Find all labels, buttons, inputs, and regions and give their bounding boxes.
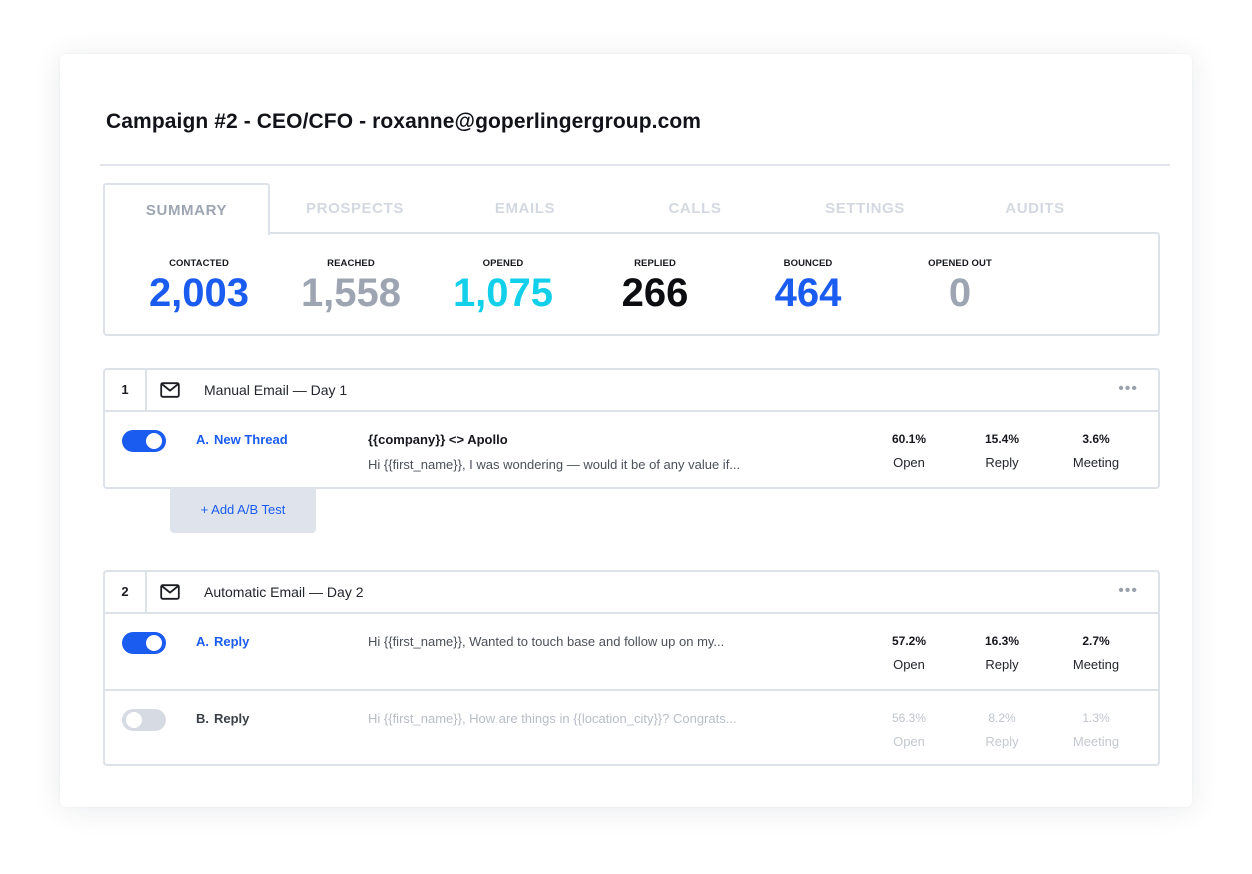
stat-opened-out: OPENED OUT 0 bbox=[900, 258, 1020, 315]
campaign-card: Campaign #2 - CEO/CFO - roxanne@goperlin… bbox=[60, 54, 1192, 807]
stat-replied: REPLIED 266 bbox=[595, 258, 715, 315]
metric-value: 3.6% bbox=[1082, 432, 1110, 446]
step-1: 1 Manual Email — Day 1 ••• A. New Thread … bbox=[103, 368, 1160, 489]
tab-summary[interactable]: SUMMARY bbox=[103, 183, 270, 235]
metric-value: 60.1% bbox=[891, 432, 927, 446]
variant-row: B. Reply Hi {{first_name}}, How are thing… bbox=[105, 689, 1158, 764]
metric-label: Meeting bbox=[1072, 455, 1120, 470]
metric-reply: 15.4% Reply bbox=[957, 432, 1047, 470]
tab-calls[interactable]: CALLS bbox=[668, 200, 722, 217]
variant-toggle[interactable] bbox=[122, 632, 166, 654]
step-number: 2 bbox=[105, 572, 147, 612]
stat-value: 1,075 bbox=[452, 271, 554, 315]
stat-label: REACHED bbox=[327, 258, 375, 269]
variant-name: New Thread bbox=[214, 432, 288, 447]
email-preview: Hi {{first_name}}, How are things in {{l… bbox=[368, 711, 737, 726]
metric-label: Open bbox=[893, 734, 925, 749]
metric-open: 60.1% Open bbox=[864, 432, 954, 470]
metric-reply: 8.2% Reply bbox=[957, 711, 1047, 749]
metric-value: 8.2% bbox=[988, 711, 1016, 725]
stat-bounced: BOUNCED 464 bbox=[748, 258, 868, 315]
stat-value: 266 bbox=[621, 271, 689, 315]
metric-label: Meeting bbox=[1072, 734, 1120, 749]
email-preview: Hi {{first_name}}, I was wondering — wou… bbox=[368, 457, 741, 472]
step-2: 2 Automatic Email — Day 2 ••• A. Reply Hi… bbox=[103, 570, 1160, 766]
metric-value: 57.2% bbox=[891, 634, 927, 648]
envelope-icon bbox=[160, 382, 180, 398]
stat-opened: OPENED 1,075 bbox=[443, 258, 563, 315]
stat-label: OPENED bbox=[482, 258, 524, 269]
variant-name: Reply bbox=[214, 634, 250, 649]
step-header: 2 Automatic Email — Day 2 ••• bbox=[105, 572, 1158, 614]
more-options-icon[interactable]: ••• bbox=[1118, 582, 1138, 599]
metric-value: 16.3% bbox=[984, 634, 1020, 648]
step-header: 1 Manual Email — Day 1 ••• bbox=[105, 370, 1158, 412]
tab-audits[interactable]: AUDITS bbox=[1005, 200, 1065, 217]
metric-value: 15.4% bbox=[984, 432, 1020, 446]
tab-bar: SUMMARY PROSPECTS EMAILS CALLS SETTINGS … bbox=[103, 183, 1119, 235]
tab-settings[interactable]: SETTINGS bbox=[825, 200, 905, 217]
variant-name-link[interactable]: A. New Thread bbox=[196, 432, 288, 447]
metric-label: Open bbox=[893, 455, 925, 470]
page-title: Campaign #2 - CEO/CFO - roxanne@goperlin… bbox=[106, 110, 702, 133]
variant-name-link[interactable]: A. Reply bbox=[196, 634, 249, 649]
stat-label: CONTACTED bbox=[169, 258, 229, 269]
variant-row: A. Reply Hi {{first_name}}, Wanted to tou… bbox=[105, 614, 1158, 689]
add-ab-test-button[interactable]: + Add A/B Test bbox=[170, 488, 316, 533]
toggle-knob bbox=[146, 433, 162, 449]
stat-label: BOUNCED bbox=[783, 258, 833, 269]
step-number: 1 bbox=[105, 370, 147, 410]
email-subject: {{company}} <> Apollo bbox=[368, 432, 508, 447]
variant-row: A. New Thread {{company}} <> Apollo Hi {{… bbox=[105, 412, 1158, 487]
metric-open: 57.2% Open bbox=[864, 634, 954, 672]
summary-stats-panel: CONTACTED 2,003 REACHED 1,558 OPENED 1,0… bbox=[103, 232, 1160, 336]
stat-contacted: CONTACTED 2,003 bbox=[139, 258, 259, 315]
step-title: Manual Email — Day 1 bbox=[204, 382, 348, 398]
stat-value: 0 bbox=[948, 271, 972, 315]
metric-label: Reply bbox=[985, 734, 1019, 749]
stat-value: 464 bbox=[774, 271, 842, 315]
tab-prospects[interactable]: PROSPECTS bbox=[306, 200, 404, 217]
metric-label: Meeting bbox=[1072, 657, 1120, 672]
variant-toggle[interactable] bbox=[122, 709, 166, 731]
metric-open: 56.3% Open bbox=[864, 711, 954, 749]
metric-meeting: 2.7% Meeting bbox=[1051, 634, 1141, 672]
metric-value: 56.3% bbox=[891, 711, 927, 725]
stat-value: 1,558 bbox=[300, 271, 402, 315]
metric-label: Reply bbox=[985, 455, 1019, 470]
metric-label: Reply bbox=[985, 657, 1019, 672]
variant-letter: B. bbox=[196, 711, 209, 726]
stat-value: 2,003 bbox=[148, 271, 250, 315]
stat-label: REPLIED bbox=[634, 258, 676, 269]
tab-emails[interactable]: EMAILS bbox=[494, 200, 556, 217]
toggle-knob bbox=[146, 635, 162, 651]
stat-reached: REACHED 1,558 bbox=[291, 258, 411, 315]
variant-toggle[interactable] bbox=[122, 430, 166, 452]
variant-letter: A. bbox=[196, 634, 209, 649]
step-title: Automatic Email — Day 2 bbox=[204, 584, 364, 600]
metric-value: 2.7% bbox=[1082, 634, 1110, 648]
email-preview: Hi {{first_name}}, Wanted to touch base … bbox=[368, 634, 725, 649]
metric-reply: 16.3% Reply bbox=[957, 634, 1047, 672]
title-divider bbox=[100, 164, 1170, 166]
toggle-knob bbox=[126, 712, 142, 728]
more-options-icon[interactable]: ••• bbox=[1118, 380, 1138, 397]
variant-name-link[interactable]: B. Reply bbox=[196, 711, 249, 726]
metric-meeting: 3.6% Meeting bbox=[1051, 432, 1141, 470]
envelope-icon bbox=[160, 584, 180, 600]
metric-label: Open bbox=[893, 657, 925, 672]
variant-name: Reply bbox=[214, 711, 250, 726]
variant-letter: A. bbox=[196, 432, 209, 447]
stat-label: OPENED OUT bbox=[928, 258, 992, 269]
metric-value: 1.3% bbox=[1082, 711, 1110, 725]
metric-meeting: 1.3% Meeting bbox=[1051, 711, 1141, 749]
